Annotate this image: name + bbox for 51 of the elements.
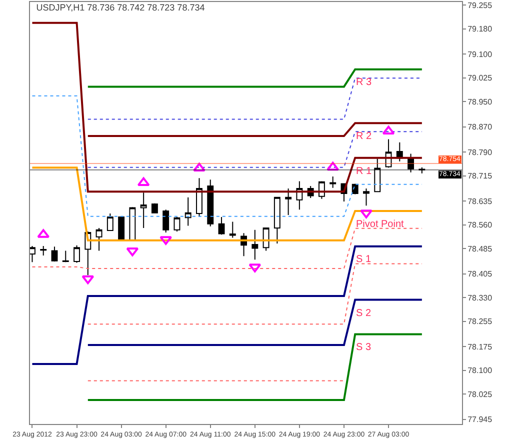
- candlestick: [408, 153, 414, 173]
- annotation: R 3: [356, 77, 372, 88]
- candlestick: [106, 212, 114, 232]
- annotation: S 2: [356, 308, 372, 319]
- y-tick-label: 79.025: [468, 74, 493, 83]
- candlestick: [62, 250, 69, 263]
- candlestick: [196, 178, 202, 218]
- candlestick: [118, 216, 125, 241]
- candlestick: [229, 221, 236, 238]
- y-tick-label: 78.790: [468, 148, 493, 157]
- y-tick-label: 78.330: [468, 293, 493, 302]
- y-tick-label: 78.950: [468, 97, 493, 106]
- candlestick: [418, 166, 426, 174]
- candlestick: [129, 206, 136, 241]
- candlestick: [184, 196, 192, 226]
- y-tick-label: 78.405: [468, 270, 493, 279]
- y-tick-label: 78.560: [468, 220, 493, 230]
- candlestick: [174, 216, 180, 232]
- candlestick: [96, 228, 102, 252]
- candlestick: [162, 209, 170, 233]
- y-tick-label: 78.255: [468, 317, 493, 326]
- y-tick-label: 78.870: [468, 122, 493, 132]
- y-tick-label: 77.945: [468, 415, 493, 424]
- candlestick: [40, 246, 47, 256]
- y-tick-label: 78.175: [468, 342, 493, 352]
- candlestick: [285, 188, 292, 216]
- annotation: S 3: [356, 342, 372, 353]
- y-tick-label: 78.100: [468, 366, 493, 376]
- chart-title: USDJPY,H1 78.736 78.742 78.723 78.734: [36, 2, 205, 13]
- candlestick: [363, 188, 370, 206]
- y-tick-label: 79.100: [468, 50, 493, 59]
- candlestick: [207, 179, 214, 227]
- y-tick-label: 79.180: [468, 24, 493, 34]
- y-tick-label: 78.485: [468, 244, 493, 254]
- candlestick: [74, 244, 80, 264]
- annotation: R 2: [356, 131, 372, 142]
- candlestick: [140, 192, 147, 229]
- y-tick-label: 78.025: [468, 390, 493, 399]
- candlestick: [51, 246, 58, 262]
- y-tick-label: 78.635: [468, 196, 493, 206]
- candlestick: [274, 196, 280, 244]
- candlestick: [30, 246, 36, 263]
- candlestick: [374, 158, 381, 192]
- candlestick: [252, 229, 258, 260]
- annotation: S 1: [356, 254, 372, 265]
- annotation: Pivot Point: [356, 219, 404, 230]
- candlestick: [151, 202, 158, 214]
- candlestick: [330, 176, 336, 188]
- y-tick-label: 79.255: [468, 0, 493, 10]
- candlestick: [218, 216, 225, 236]
- y-tick-label: 78.715: [468, 172, 493, 181]
